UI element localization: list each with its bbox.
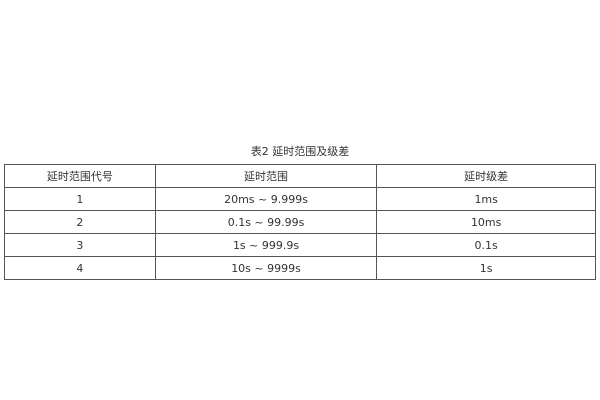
table-cell: 20ms ~ 9.999s <box>154 187 378 211</box>
table-row: 2 0.1s ~ 99.99s 10ms <box>4 210 596 234</box>
table-row: 1 20ms ~ 9.999s 1ms <box>4 187 596 211</box>
header-cell: 延时范围代号 <box>4 164 156 188</box>
header-cell: 延时范围 <box>154 164 378 188</box>
table-header-row: 延时范围代号 延时范围 延时级差 <box>4 164 596 188</box>
table-row: 4 10s ~ 9999s 1s <box>4 256 596 280</box>
table-cell: 10ms <box>376 210 596 234</box>
table-cell: 10s ~ 9999s <box>154 256 378 280</box>
table-cell: 4 <box>4 256 156 280</box>
delay-range-table: 延时范围代号 延时范围 延时级差 1 20ms ~ 9.999s 1ms 2 0… <box>4 164 596 280</box>
header-cell: 延时级差 <box>376 164 596 188</box>
table-cell: 1s <box>376 256 596 280</box>
table-cell: 2 <box>4 210 156 234</box>
table-cell: 1ms <box>376 187 596 211</box>
table-caption: 表2 延时范围及级差 <box>250 145 350 158</box>
table-cell: 0.1s <box>376 233 596 257</box>
table-cell: 1s ~ 999.9s <box>154 233 378 257</box>
table-cell: 0.1s ~ 99.99s <box>154 210 378 234</box>
table-row: 3 1s ~ 999.9s 0.1s <box>4 233 596 257</box>
table-cell: 1 <box>4 187 156 211</box>
table-cell: 3 <box>4 233 156 257</box>
